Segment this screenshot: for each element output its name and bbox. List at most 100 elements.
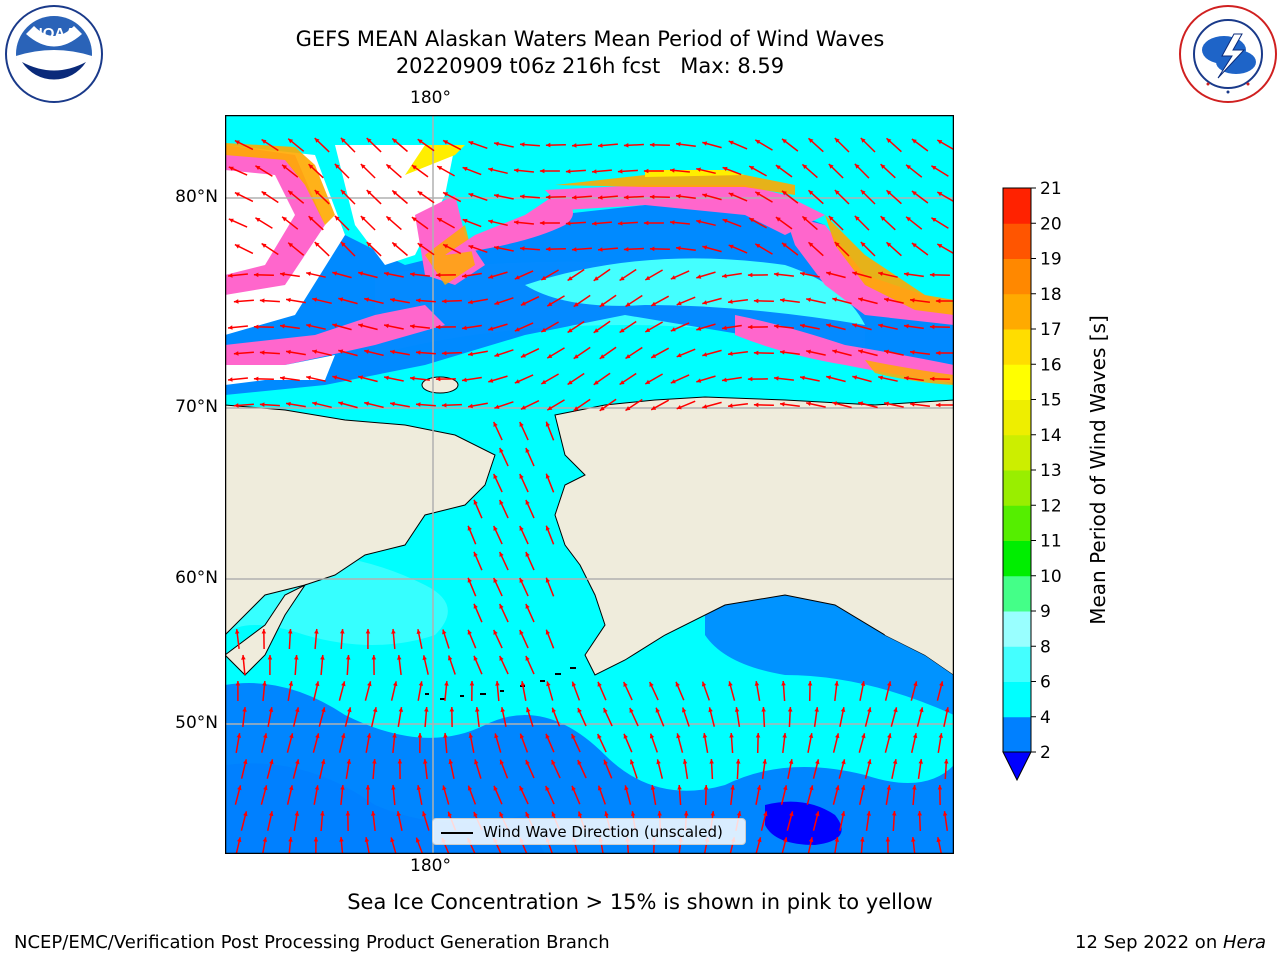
wave-arrow-head xyxy=(696,274,702,279)
wave-arrow-head xyxy=(520,246,525,251)
wave-arrow-head xyxy=(392,190,398,196)
wave-arrow-head xyxy=(443,192,449,197)
wave-arrow-head xyxy=(390,837,395,843)
wave-arrow-head xyxy=(525,655,530,661)
wave-arrow-head xyxy=(931,165,937,170)
wave-arrow-head xyxy=(320,655,325,660)
wave-arrow-head xyxy=(935,402,941,408)
wave-period-map xyxy=(225,115,954,854)
wave-arrow-head xyxy=(541,327,547,332)
wave-arrow-head xyxy=(468,351,473,357)
wave-arrow-head xyxy=(807,681,813,686)
wave-arrow-head xyxy=(651,405,657,410)
wave-arrow-head xyxy=(384,271,389,277)
wave-arrow-head xyxy=(904,376,909,381)
wave-arrow-head xyxy=(386,164,392,169)
wave-arrow-head xyxy=(519,421,524,427)
wave-arrow-head xyxy=(892,811,897,816)
wave-arrow-head xyxy=(567,276,573,281)
wave-arrow-head xyxy=(288,242,294,248)
wave-arrow-head xyxy=(541,379,547,384)
wave-arrow-head xyxy=(702,141,708,146)
title-line-2: 20220909 t06z 216h fcst Max: 8.59 xyxy=(395,54,785,78)
wave-arrow-head xyxy=(598,143,603,148)
colorbar-bin xyxy=(1003,329,1031,365)
wave-arrow-head xyxy=(416,402,421,407)
wave-arrow-head xyxy=(649,733,655,739)
wave-arrow-head xyxy=(288,138,294,144)
wave-arrow-head xyxy=(630,811,636,816)
wave-arrow-head xyxy=(577,759,582,765)
wave-arrow-head xyxy=(755,733,761,738)
wave-arrow-head xyxy=(780,298,785,303)
lon-label-top: 180° xyxy=(410,88,451,108)
wave-arrow-head xyxy=(623,247,629,252)
wave-arrow-head xyxy=(312,349,318,354)
wave-arrow-head xyxy=(499,603,504,609)
wave-arrow-head xyxy=(263,785,268,791)
wave-arrow-head xyxy=(702,404,708,409)
wave-arrow-head xyxy=(494,193,499,199)
colorbar-tick-label: 4 xyxy=(1040,708,1051,728)
wave-arrow-head xyxy=(493,785,498,791)
wave-arrow-head xyxy=(391,629,396,634)
lat-label-60n: 60°N xyxy=(175,568,218,588)
wave-arrow-head xyxy=(340,241,346,247)
wave-arrow-head xyxy=(670,327,676,332)
wave-arrow-head xyxy=(488,274,494,279)
wave-arrow-head xyxy=(808,242,814,247)
wave-arrow-head xyxy=(887,733,892,739)
wave-arrow-head xyxy=(761,707,766,712)
wave-arrow-head xyxy=(473,499,478,505)
wave-arrow-head xyxy=(444,681,449,686)
wave-arrow-head xyxy=(268,811,274,817)
wave-arrow-head xyxy=(567,328,573,333)
wave-arrow-head xyxy=(904,272,909,277)
wave-arrow-head xyxy=(774,376,779,381)
wave-arrow-head xyxy=(288,681,294,686)
wave-arrow-head xyxy=(519,577,524,583)
wave-arrow-head xyxy=(749,218,755,223)
colorbar-bin xyxy=(1003,716,1031,753)
wave-arrow-head xyxy=(655,707,660,713)
wave-arrow-head xyxy=(443,733,448,738)
wave-arrow-head xyxy=(234,140,240,145)
wave-arrow-head xyxy=(338,401,344,406)
wave-arrow-head xyxy=(384,323,389,329)
wave-arrow-head xyxy=(545,421,550,427)
wave-arrow-head xyxy=(366,138,372,143)
wave-arrow-head xyxy=(931,217,937,222)
wave-arrow-head xyxy=(547,405,553,411)
wave-arrow-head xyxy=(262,837,268,842)
nws-logo-icon xyxy=(1179,5,1277,103)
wave-arrow-head xyxy=(755,139,761,145)
wave-arrow-head xyxy=(565,221,571,226)
colorbar-bin xyxy=(1003,223,1031,259)
wave-arrow-head xyxy=(800,271,805,277)
wave-arrow-head xyxy=(514,327,520,332)
wave-arrow-head xyxy=(280,272,285,277)
wave-arrow-head xyxy=(676,405,682,410)
wave-arrow-head xyxy=(288,629,293,634)
wave-arrow-head xyxy=(832,401,838,406)
wave-arrow-head xyxy=(832,297,838,302)
wave-arrow-head xyxy=(599,406,605,411)
wave-arrow-head xyxy=(545,577,550,583)
wave-arrow-head xyxy=(826,271,832,276)
wave-arrow-head xyxy=(243,811,248,817)
wave-arrow-head xyxy=(649,142,655,148)
wave-arrow-head xyxy=(670,379,676,384)
wave-arrow-head xyxy=(676,733,681,739)
wave-arrow-head xyxy=(392,733,397,738)
wave-arrow-head xyxy=(789,811,794,817)
wave-arrow-head xyxy=(473,811,478,817)
wave-arrow-head xyxy=(410,272,415,277)
wave-arrow-head xyxy=(332,323,338,328)
wave-arrow-head xyxy=(437,166,443,171)
wave-arrow-head xyxy=(494,245,499,251)
wave-arrow-head xyxy=(682,759,688,764)
wave-arrow-head xyxy=(306,375,311,380)
wave-arrow-head xyxy=(312,401,318,406)
wave-arrow-head xyxy=(625,302,631,307)
wave-arrow-head xyxy=(294,811,300,816)
